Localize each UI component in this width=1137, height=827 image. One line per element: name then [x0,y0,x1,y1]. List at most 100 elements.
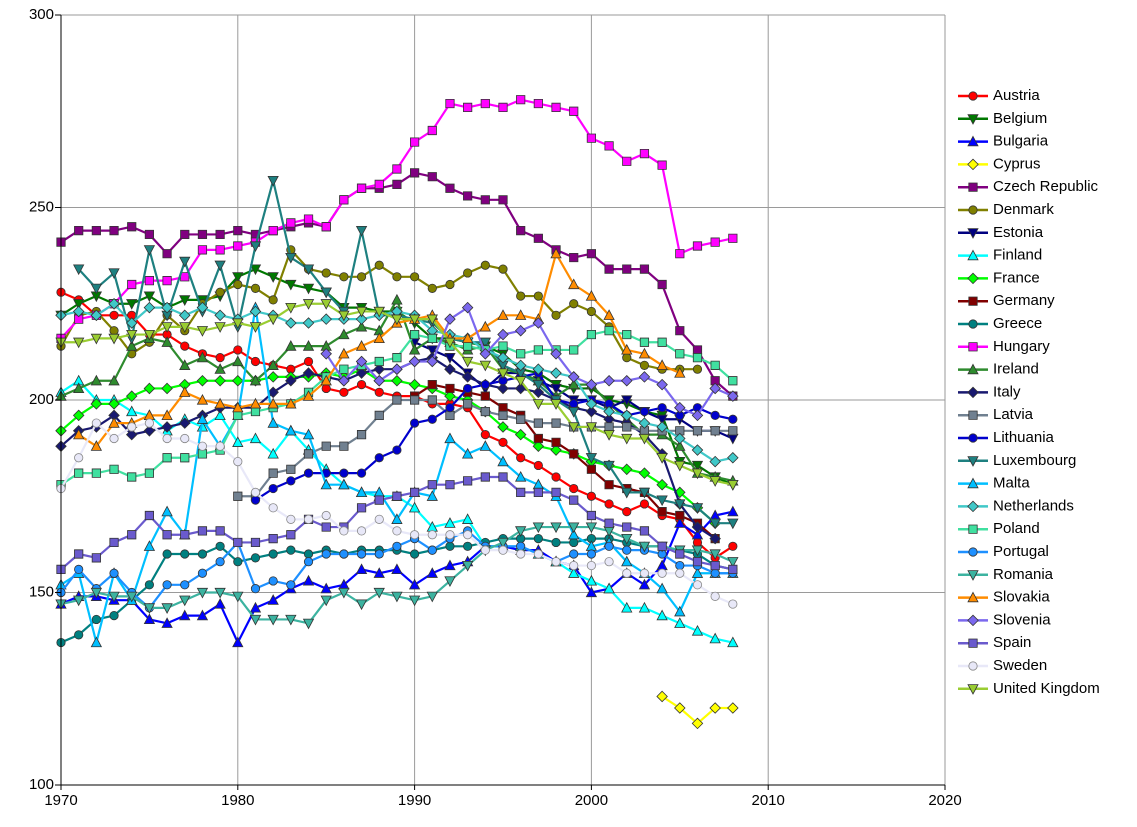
marker [569,495,579,505]
marker [285,424,297,436]
marker [445,98,455,109]
marker [162,249,172,259]
marker [320,595,332,607]
marker [197,526,208,536]
marker [232,272,244,283]
marker [215,441,225,451]
legend-item: Malta [958,475,1030,492]
marker [373,363,386,375]
marker [622,353,632,363]
marker [674,499,686,511]
marker [692,353,703,363]
marker [267,447,279,459]
marker [691,528,704,540]
marker [692,364,703,374]
marker [286,580,296,590]
marker [321,268,331,278]
marker [480,195,490,205]
marker [339,441,349,451]
marker [497,382,509,395]
series [56,168,738,401]
marker [586,133,596,143]
legend-marker [967,272,979,285]
marker [233,557,243,567]
legend-label: Lithuania [993,429,1055,446]
marker [144,276,155,286]
marker [339,468,349,478]
marker [604,264,614,274]
marker [321,522,331,532]
marker [303,449,314,459]
marker [497,351,509,364]
marker [568,406,580,418]
x-tick-label: 2000 [575,792,608,809]
marker [74,549,84,559]
marker [268,503,278,513]
marker [249,241,262,253]
marker [302,367,315,379]
series [55,522,739,630]
marker [427,480,437,490]
marker [533,460,543,471]
marker [268,483,278,494]
marker [427,414,437,424]
marker [162,453,172,463]
legend-marker [968,410,978,420]
marker [710,568,720,578]
marker [675,568,685,578]
marker [286,545,296,555]
marker [197,449,208,459]
marker [461,371,474,383]
legend-label: Belgium [993,110,1047,127]
marker [604,541,614,551]
marker [463,191,473,201]
marker [533,549,543,559]
y-tick-label: 300 [29,6,54,23]
marker [408,314,421,326]
marker [444,390,456,402]
marker [143,291,156,303]
legend-label: Estonia [993,224,1044,241]
marker [498,195,508,205]
marker [691,444,704,456]
marker [728,564,738,574]
marker [516,549,526,559]
axes: 100 150 200 250 300 1970 1980 1990 2000 2010 2020 [29,6,962,809]
marker [604,557,614,567]
marker [196,301,209,314]
marker [675,249,685,259]
marker [338,347,350,359]
marker [727,518,739,530]
legend-label: Finland [993,247,1042,264]
marker [303,549,314,559]
marker [162,433,172,444]
marker [567,371,580,383]
marker [656,453,668,464]
y-tick-label: 200 [29,391,54,408]
marker [339,387,349,397]
marker [214,363,226,374]
marker [162,549,172,559]
legend-item: France [958,269,1040,286]
marker [215,557,225,567]
marker [125,317,138,329]
marker [391,591,403,603]
marker [215,229,225,240]
marker [444,313,456,325]
legend-marker [968,547,978,557]
marker [585,378,598,391]
marker [267,371,279,383]
marker [90,374,103,386]
marker [621,601,633,613]
marker [551,102,561,112]
marker [427,333,437,344]
marker [657,279,667,290]
marker [480,545,490,555]
marker [303,356,314,367]
legend-marker [967,684,979,695]
marker [427,530,437,540]
marker [585,586,598,598]
marker [656,378,668,391]
marker [233,410,243,421]
marker [267,272,279,283]
